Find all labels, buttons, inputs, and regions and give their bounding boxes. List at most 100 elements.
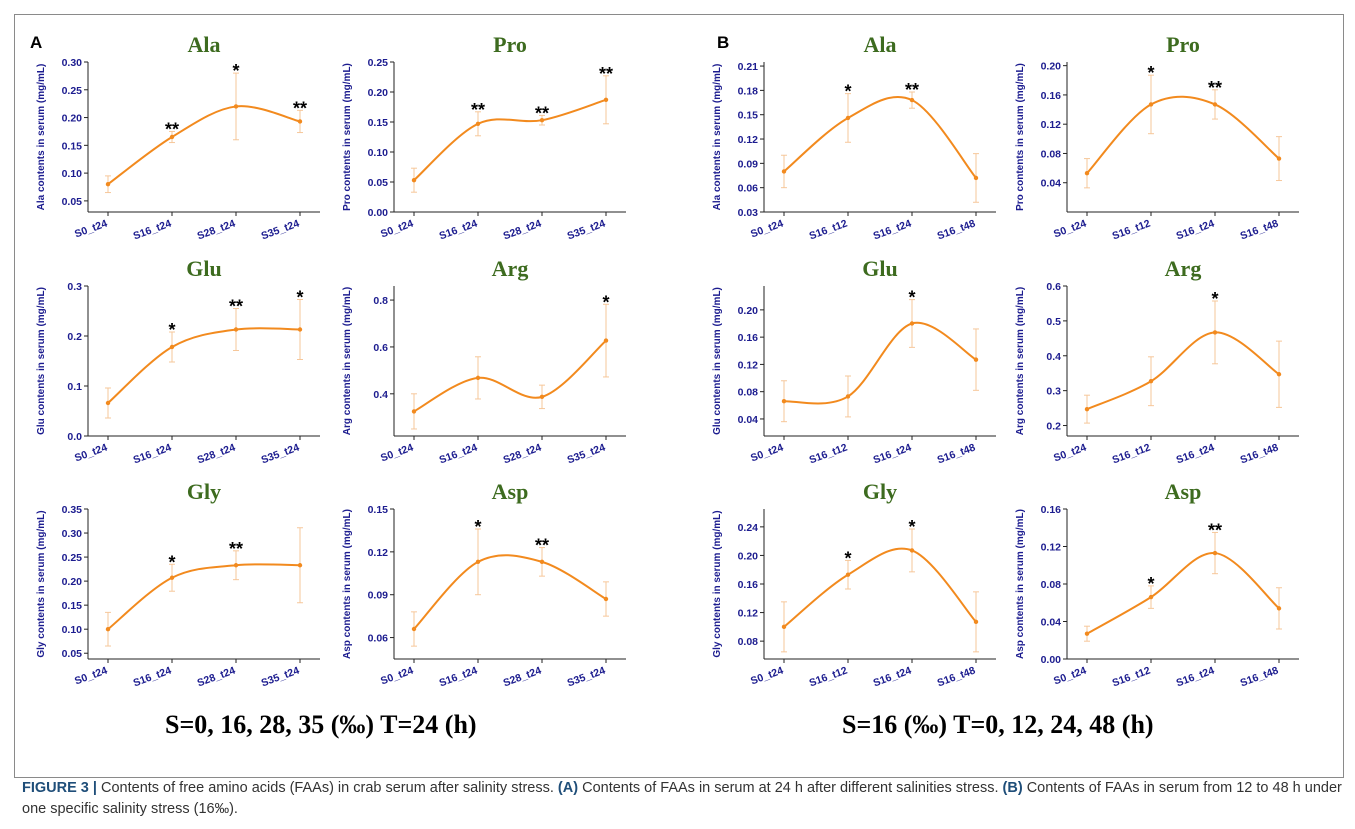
data-point: [105, 182, 111, 187]
x-tick-label: S16_t12: [1111, 441, 1153, 466]
y-tick-label: 0.1: [67, 381, 82, 393]
significance-marker: **: [1208, 520, 1222, 540]
series-line: [413, 554, 607, 630]
x-tick-label: S35_t24: [260, 664, 302, 689]
x-tick-label: S16_t12: [808, 217, 850, 242]
data-point: [781, 399, 787, 404]
significance-marker: **: [229, 297, 243, 317]
y-tick-label: 0.09: [738, 158, 759, 170]
caption-text-2: Contents of FAAs in serum at 24 h after …: [578, 780, 1003, 796]
condition-label-a: S=0, 16, 28, 35 (‰) T=24 (h): [165, 710, 477, 739]
x-tick-label: S28_t24: [502, 664, 544, 689]
figure-frame: [14, 14, 1344, 778]
y-tick-label: 0.20: [62, 576, 83, 588]
significance-marker: *: [908, 517, 915, 537]
y-tick-label: 0.05: [62, 648, 83, 660]
chart-title: Asp: [492, 479, 529, 504]
data-point: [1212, 102, 1218, 107]
y-axis-label: Ala contents in serum (mg/mL): [712, 64, 723, 211]
x-tick-label: S0_t24: [1052, 217, 1088, 240]
y-tick-label: 0.05: [368, 177, 389, 189]
y-tick-label: 0.15: [368, 504, 389, 516]
significance-marker: *: [1211, 289, 1218, 309]
x-tick-label: S16_t24: [872, 441, 914, 466]
x-tick-label: S28_t24: [196, 217, 238, 242]
x-tick-label: S0_t24: [1052, 664, 1088, 687]
data-point: [603, 596, 609, 602]
data-point: [1084, 631, 1090, 636]
significance-marker: *: [168, 320, 175, 340]
data-point: [909, 97, 915, 103]
series-line: [1086, 331, 1280, 411]
y-tick-label: 0.05: [62, 196, 83, 208]
y-axis-label: Gly contents in serum (mg/mL): [712, 510, 723, 657]
x-tick-label: S16_t24: [132, 441, 174, 466]
y-tick-label: 0.00: [368, 207, 389, 219]
x-tick-label: S16_t48: [1239, 664, 1281, 689]
x-tick-label: S16_t48: [936, 441, 978, 466]
series-line: [783, 321, 977, 405]
x-tick-label: S16_t12: [808, 441, 850, 466]
y-tick-label: 0.12: [738, 359, 759, 371]
data-point: [1276, 372, 1282, 377]
x-tick-label: S16_t24: [872, 217, 914, 242]
y-tick-label: 0.35: [62, 504, 83, 516]
y-axis-label: Arg contents in serum (mg/mL): [342, 287, 353, 435]
data-point: [1148, 102, 1154, 107]
x-tick-label: S16_t24: [438, 217, 480, 242]
chart-title: Glu: [186, 256, 221, 281]
y-tick-label: 0.08: [1041, 148, 1062, 160]
data-point: [169, 575, 175, 580]
y-tick-label: 0.6: [373, 342, 388, 354]
y-axis-label: Pro contents in serum (mg/mL): [1015, 63, 1026, 211]
caption-tag-a: (A): [557, 780, 579, 796]
y-tick-label: 0.12: [738, 134, 759, 146]
y-tick-label: 0.20: [62, 113, 83, 125]
x-tick-label: S0_t24: [749, 217, 785, 240]
chart-title: Gly: [863, 479, 897, 504]
x-tick-label: S0_t24: [1052, 441, 1088, 464]
panel-label-b: B: [717, 33, 730, 52]
y-axis-label: Ala contents in serum (mg/mL): [36, 64, 47, 211]
series-line: [783, 547, 977, 628]
y-tick-label: 0.16: [738, 332, 759, 344]
x-tick-label: S16_t24: [132, 217, 174, 242]
y-tick-label: 0.04: [738, 414, 759, 426]
y-tick-label: 0.30: [62, 57, 83, 69]
significance-marker: **: [599, 64, 613, 84]
x-tick-label: S0_t24: [73, 441, 109, 464]
y-tick-label: 0.0: [67, 431, 82, 443]
data-point: [845, 572, 851, 577]
y-tick-label: 0.04: [1041, 178, 1062, 190]
y-tick-label: 0.21: [738, 61, 759, 73]
figure-caption: FIGURE 3 | Contents of free amino acids …: [22, 778, 1342, 820]
chart-title: Pro: [493, 32, 527, 57]
y-tick-label: 0.15: [368, 117, 389, 129]
series-line: [107, 563, 301, 630]
y-tick-label: 0.00: [1041, 654, 1062, 666]
significance-marker: **: [471, 100, 485, 120]
y-axis-label: Pro contents in serum (mg/mL): [342, 63, 353, 211]
y-tick-label: 0.16: [738, 579, 759, 591]
data-point: [233, 327, 239, 332]
y-tick-label: 0.16: [1041, 90, 1062, 102]
data-point: [973, 357, 979, 362]
data-point: [845, 394, 851, 399]
data-point: [603, 338, 609, 343]
chart-title: Glu: [862, 256, 897, 281]
significance-marker: *: [908, 288, 915, 308]
series-line: [107, 327, 301, 404]
significance-marker: *: [232, 61, 239, 81]
y-tick-label: 0.10: [62, 624, 83, 636]
significance-marker: **: [293, 98, 307, 118]
y-tick-label: 0.03: [738, 207, 759, 219]
y-axis-label: Gly contents in serum (mg/mL): [36, 510, 47, 657]
x-tick-label: S16_t24: [1175, 664, 1217, 689]
y-axis-label: Glu contents in serum (mg/mL): [36, 287, 47, 435]
x-tick-label: S35_t24: [260, 217, 302, 242]
x-tick-label: S16_t12: [1111, 217, 1153, 242]
y-tick-label: 0.12: [738, 608, 759, 620]
y-tick-label: 0.5: [1046, 316, 1061, 328]
x-tick-label: S35_t24: [566, 664, 608, 689]
data-point: [297, 119, 303, 124]
